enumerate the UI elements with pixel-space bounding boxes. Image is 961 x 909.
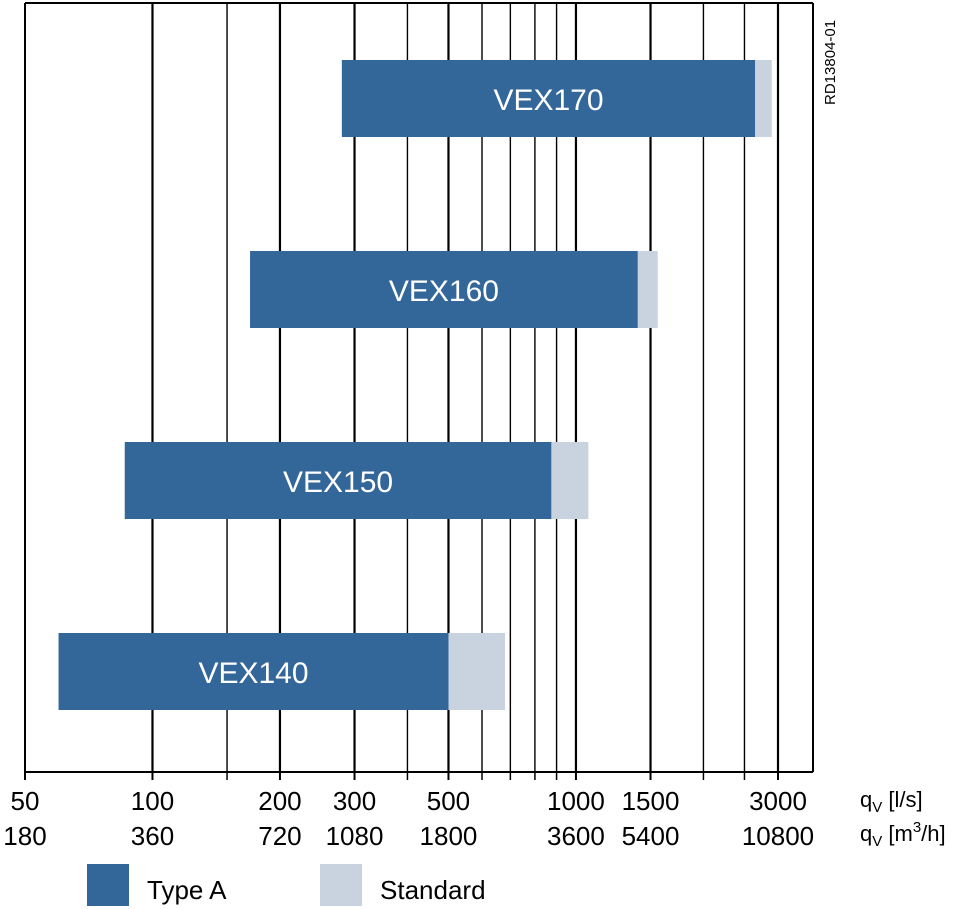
legend-swatch-type-a: [87, 864, 129, 906]
bar-vex140-type-a: [58, 633, 449, 710]
bar-vex150-type-a: [124, 442, 552, 519]
bar-label-vex140: VEX140: [198, 657, 308, 690]
bar-label-vex150: VEX150: [283, 466, 393, 499]
x-tick-label-m3h: 360: [131, 821, 174, 851]
bar-vex160-type-a: [250, 251, 638, 328]
x-unit-ls: qV [l/s]: [860, 787, 923, 816]
x-unit-m3h: qV [m3/h]: [860, 819, 946, 850]
drawing-code: RD13804-01: [822, 20, 839, 105]
x-tick-label-m3h: 5400: [622, 821, 680, 851]
x-tick-label-m3h: 180: [3, 821, 46, 851]
bar-vex160-standard: [637, 251, 658, 328]
x-tick-label-ls: 50: [11, 786, 40, 816]
x-tick-label-m3h: 1080: [326, 821, 384, 851]
bar-vex170-type-a: [341, 60, 756, 137]
bar-vex140-standard: [448, 633, 506, 710]
x-tick-label-ls: 1000: [547, 786, 605, 816]
bar-vex170-standard: [755, 60, 772, 137]
bar-label-vex170: VEX170: [493, 84, 603, 117]
x-tick-label-m3h: 1800: [420, 821, 478, 851]
axes: [24, 2, 814, 780]
bar-vex150-standard: [551, 442, 589, 519]
bars: VEX170 VEX160 VEX150 VEX140: [58, 60, 772, 710]
bar-label-vex160: VEX160: [389, 275, 499, 308]
x-tick-label-ls: 300: [333, 786, 376, 816]
x-tick-label-m3h: 720: [258, 821, 301, 851]
x-tick-label-ls: 1500: [622, 786, 680, 816]
x-tick-label-ls: 500: [427, 786, 470, 816]
tick-labels: 50 180 100 360 200 720 300 1080 500 1800 1000 3600 1…: [3, 786, 814, 851]
legend-label-standard: Standard: [380, 875, 486, 905]
axis-units: qV [l/s] qV [m3/h]: [860, 787, 946, 850]
x-tick-label-m3h: 10800: [742, 821, 814, 851]
legend-swatch-standard: [320, 864, 362, 906]
x-tick-label-ls: 3000: [749, 786, 807, 816]
x-tick-label-m3h: 3600: [547, 821, 605, 851]
x-tick-label-ls: 100: [131, 786, 174, 816]
legend-label-type-a: Type A: [147, 875, 227, 905]
x-tick-label-ls: 200: [258, 786, 301, 816]
legend: Type A Standard: [87, 864, 486, 906]
